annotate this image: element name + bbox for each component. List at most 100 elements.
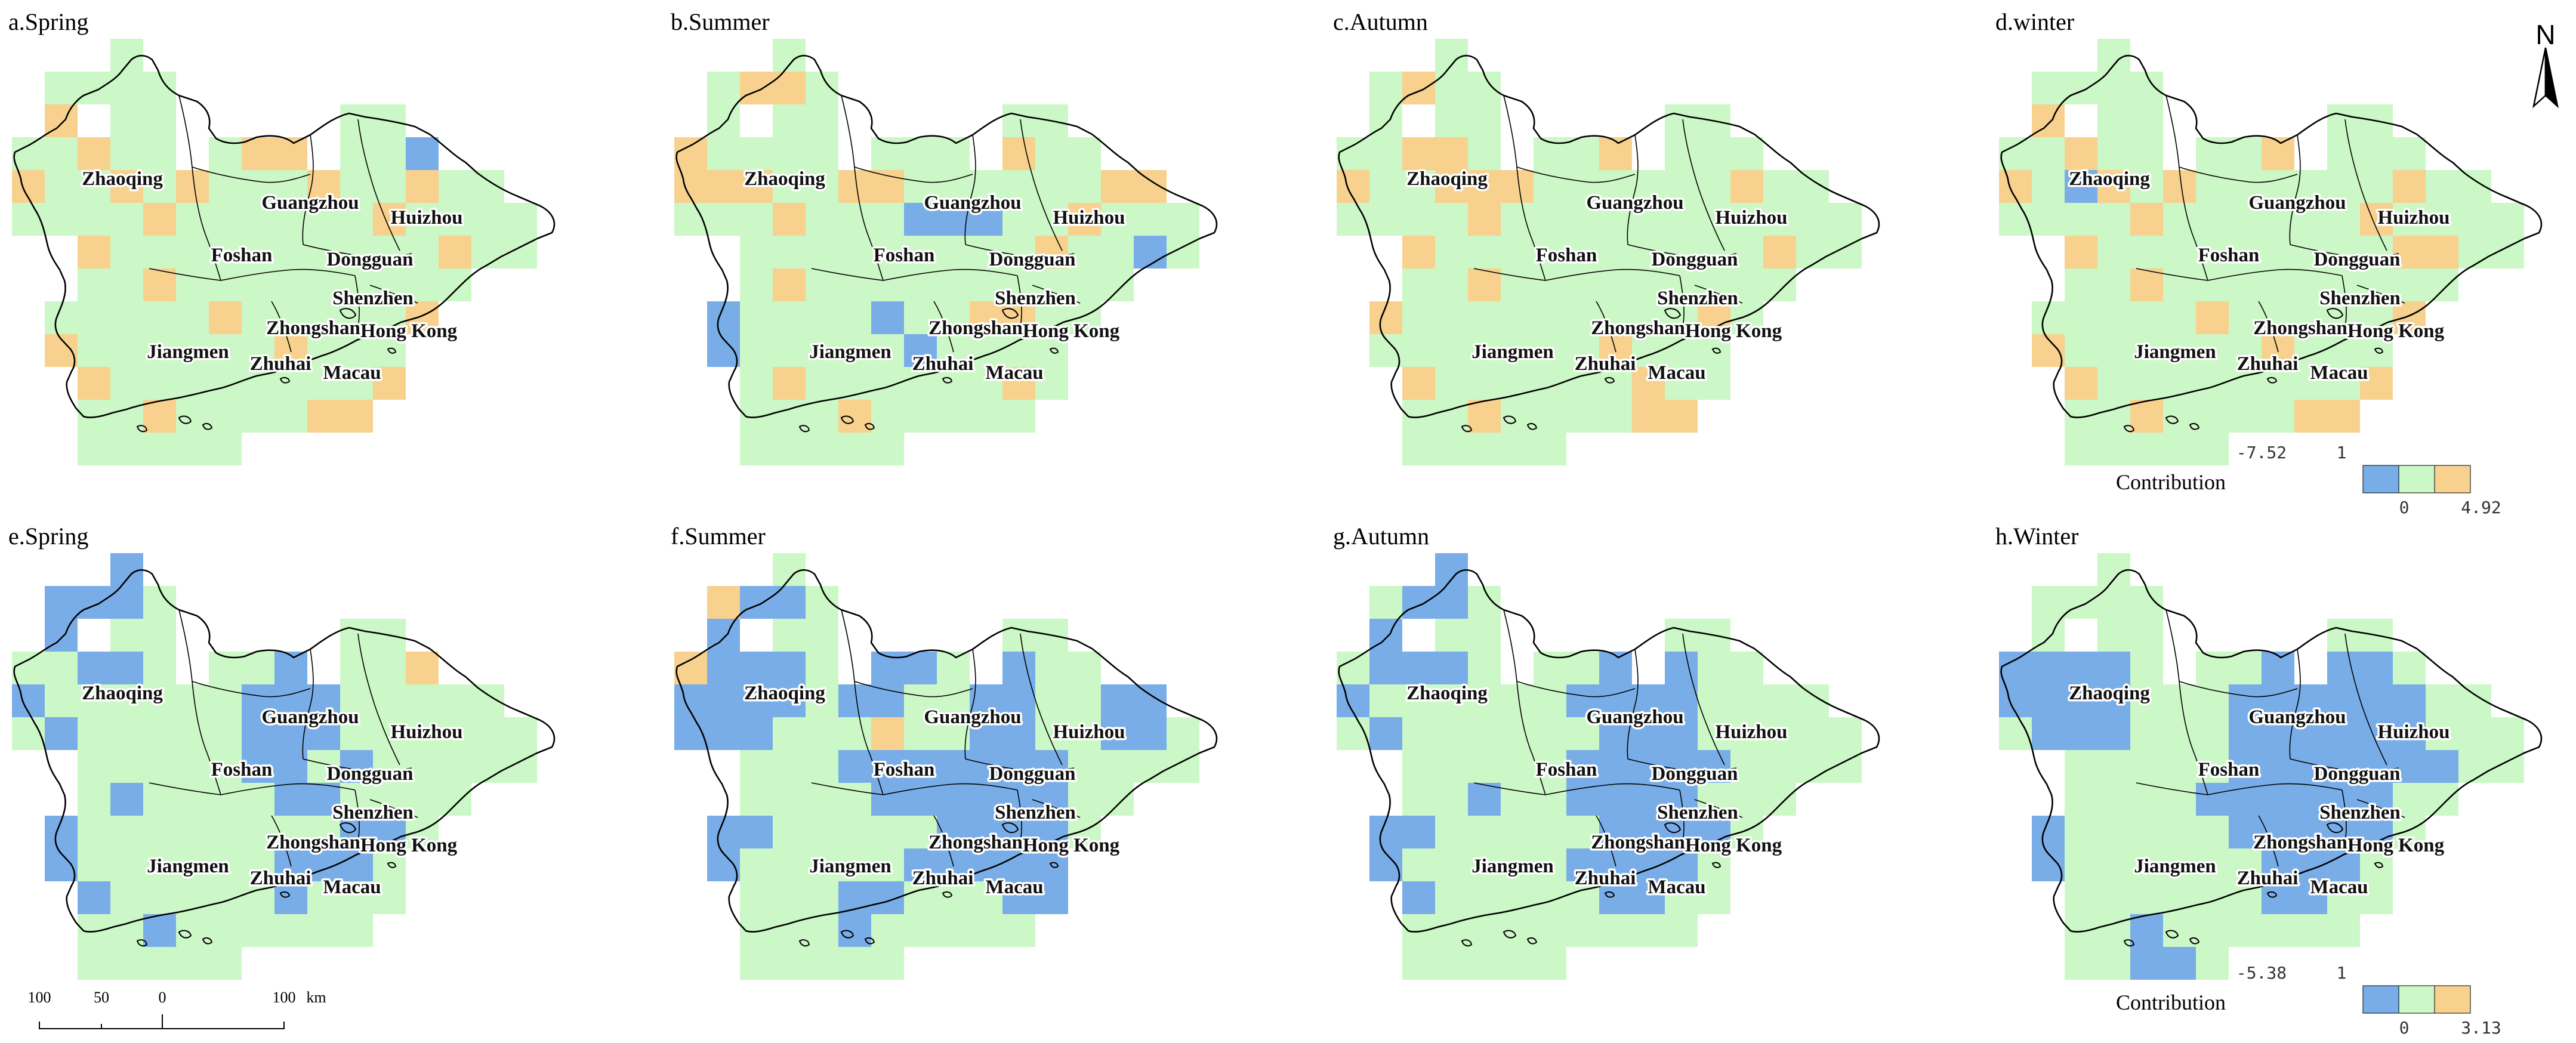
grid-cell	[937, 367, 970, 400]
city-label: Hong Kong	[360, 835, 458, 856]
grid-cell	[1337, 203, 1369, 236]
city-label: Hong Kong	[2347, 320, 2445, 342]
grid-cell	[1999, 652, 2032, 684]
grid-cell	[937, 137, 970, 170]
grid-cell	[740, 881, 773, 914]
grid-cell	[838, 816, 871, 848]
city-label: Guangzhou	[1586, 706, 1683, 728]
city-label: Zhuhai	[1575, 868, 1636, 889]
grid-cell	[2032, 72, 2065, 104]
grid-cell	[1999, 717, 2032, 750]
grid-cell	[1402, 236, 1435, 269]
grid-cell	[2065, 586, 2097, 619]
grid-cell	[1730, 269, 1763, 301]
grid-cell	[2360, 750, 2393, 783]
grid-cell	[871, 433, 904, 465]
grid-cell	[2130, 914, 2163, 947]
grid-cell	[2163, 203, 2196, 236]
grid-cell	[176, 848, 209, 881]
grid-cell	[1468, 269, 1501, 301]
grid-cell	[1763, 783, 1796, 816]
grid-cell	[2294, 203, 2327, 236]
grid-cell	[904, 236, 937, 269]
grid-cell	[1730, 301, 1763, 334]
grid-cell	[707, 652, 740, 684]
grid-cell	[2130, 881, 2163, 914]
grid-cell	[471, 236, 504, 269]
grid-cell	[143, 848, 176, 881]
grid-cell	[740, 269, 773, 301]
grid-cell	[674, 652, 707, 684]
grid-cell	[2327, 652, 2360, 684]
grid-cell	[871, 400, 904, 433]
grid-cell	[2360, 652, 2393, 684]
grid-cell	[1402, 170, 1435, 203]
grid-cell	[1566, 750, 1599, 783]
grid-cell	[1632, 301, 1665, 334]
grid-cell	[340, 400, 373, 433]
grid-cell	[2262, 137, 2294, 170]
grid-cell	[1068, 783, 1101, 816]
scale-bar-line	[39, 1014, 285, 1029]
city-label: Jiangmen	[2134, 341, 2216, 363]
grid-cell	[1369, 717, 1402, 750]
grid-cell	[242, 137, 274, 170]
grid-cell	[2130, 203, 2163, 236]
grid-cell	[871, 816, 904, 848]
grid-cell	[1402, 881, 1435, 914]
city-label: Jiangmen	[1471, 856, 1554, 877]
grid-cell	[143, 947, 176, 980]
grid-cell	[1632, 367, 1665, 400]
grid-cell	[1599, 652, 1632, 684]
legend-bottom-label: Contribution	[2116, 990, 2226, 1014]
panel-title: b.Summer	[671, 8, 770, 35]
grid-cell	[1730, 137, 1763, 170]
grid-cell	[1534, 269, 1566, 301]
city-label: Hong Kong	[1023, 835, 1120, 856]
grid-cell	[2196, 400, 2229, 433]
grid-cell	[1002, 203, 1035, 236]
city-label: Zhongshan	[2253, 832, 2347, 853]
grid-cell	[340, 717, 373, 750]
city-label: Zhongshan	[1591, 317, 1685, 339]
grid-cell	[838, 170, 871, 203]
grid-cell	[2360, 367, 2393, 400]
grid-cell	[1632, 203, 1665, 236]
grid-cell	[2097, 367, 2130, 400]
grid-cell	[1763, 170, 1796, 203]
grid-cell	[2065, 783, 2097, 816]
grid-cell	[2294, 301, 2327, 334]
grid-cell	[773, 684, 806, 717]
grid-cell	[806, 619, 838, 652]
grid-cell	[143, 301, 176, 334]
grid-cell	[110, 39, 143, 72]
grid-cell	[45, 717, 78, 750]
grid-cell	[2360, 301, 2393, 334]
grid-cell	[2196, 433, 2229, 465]
grid-cell	[1435, 39, 1468, 72]
grid-cell	[78, 816, 110, 848]
grid-cell	[904, 400, 937, 433]
grid-cell	[110, 848, 143, 881]
grid-cell	[1698, 881, 1730, 914]
grid-cell	[406, 269, 439, 301]
grid-cell	[2097, 433, 2130, 465]
grid-cell	[970, 400, 1002, 433]
grid-cell	[78, 652, 110, 684]
grid-cell	[78, 947, 110, 980]
grid-cell	[806, 881, 838, 914]
grid-cell	[2327, 400, 2360, 433]
grid-cell	[78, 717, 110, 750]
grid-cell	[1435, 367, 1468, 400]
city-label: Huizhou	[1715, 721, 1787, 743]
grid-cell	[274, 783, 307, 816]
grid-cell	[2327, 717, 2360, 750]
grid-cell	[1632, 783, 1665, 816]
grid-cell	[1566, 301, 1599, 334]
city-label: Zhaoqing	[1406, 683, 1488, 704]
grid-cell	[340, 367, 373, 400]
grid-cell	[1068, 301, 1101, 334]
grid-cell	[2130, 367, 2163, 400]
grid-cell	[2458, 203, 2491, 236]
grid-cell	[45, 72, 78, 104]
